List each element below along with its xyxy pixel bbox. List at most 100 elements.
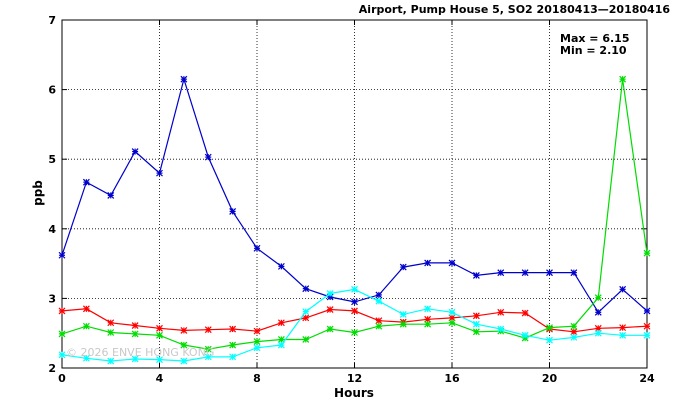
data-point <box>472 320 480 328</box>
data-point <box>82 178 90 186</box>
data-point <box>204 345 212 353</box>
data-point <box>424 320 432 328</box>
data-point <box>497 325 505 333</box>
data-point <box>107 191 115 199</box>
data-point <box>277 262 285 270</box>
series-line <box>61 77 648 314</box>
data-point <box>570 328 578 336</box>
data-point <box>277 319 285 327</box>
data-point <box>643 249 651 257</box>
series-group <box>58 75 651 365</box>
data-point <box>107 357 115 365</box>
data-point <box>448 314 456 322</box>
data-point <box>204 353 212 361</box>
data-point <box>131 355 139 363</box>
data-point <box>619 285 627 293</box>
data-point <box>277 341 285 349</box>
data-point <box>180 357 188 365</box>
y-tick-label: 7 <box>48 14 56 27</box>
data-point <box>253 338 261 345</box>
x-tick-label: 12 <box>347 372 362 385</box>
axis-ticks: 0 4 8 12 16 20 24 2 3 4 5 6 7 <box>48 14 655 385</box>
data-point <box>472 312 480 320</box>
data-point <box>375 317 383 325</box>
x-tick-label: 24 <box>639 372 655 385</box>
data-point <box>424 259 432 267</box>
data-point <box>619 324 627 332</box>
data-point <box>131 330 139 338</box>
data-point <box>472 328 480 336</box>
data-point <box>399 310 407 318</box>
data-point <box>82 354 90 362</box>
x-axis-title: Hours <box>334 386 374 400</box>
data-point <box>156 169 163 177</box>
data-point <box>229 353 237 361</box>
data-point <box>326 306 334 313</box>
data-point <box>497 269 505 277</box>
data-point <box>302 314 310 322</box>
y-tick-label: 6 <box>48 84 56 97</box>
data-point <box>594 308 602 316</box>
data-point <box>424 305 432 313</box>
data-point <box>521 331 529 339</box>
data-point <box>302 308 310 316</box>
data-point <box>448 319 456 327</box>
data-point <box>570 322 578 330</box>
data-point <box>375 291 383 299</box>
data-point <box>302 285 310 293</box>
y-tick-label: 5 <box>48 153 56 166</box>
data-point <box>351 329 358 336</box>
series-1 <box>58 75 651 316</box>
data-point <box>594 329 602 337</box>
chart-title: Airport, Pump House 5, SO2 20180413—2018… <box>359 3 671 16</box>
data-point <box>156 324 163 332</box>
max-annotation: Max = 6.15 <box>560 32 629 45</box>
x-tick-label: 4 <box>156 372 164 385</box>
data-point <box>375 297 383 305</box>
data-point <box>180 341 188 349</box>
data-point <box>375 322 383 330</box>
data-point <box>619 331 627 339</box>
data-point <box>180 326 188 334</box>
watermark: © 2026 ENVE HONG KONG <box>66 346 214 359</box>
series-3 <box>58 75 651 353</box>
data-point <box>156 356 163 364</box>
y-tick-label: 2 <box>48 362 56 375</box>
x-tick-label: 0 <box>58 372 66 385</box>
data-point <box>570 333 578 341</box>
data-point <box>156 331 163 339</box>
data-point <box>448 259 456 267</box>
data-point <box>229 341 237 349</box>
data-point <box>399 263 407 271</box>
data-point <box>643 307 651 315</box>
data-point <box>82 305 90 313</box>
data-point <box>472 272 480 279</box>
data-point <box>521 269 529 277</box>
x-tick-label: 8 <box>253 372 261 385</box>
data-point <box>82 322 90 330</box>
data-point <box>58 330 66 338</box>
data-point <box>546 324 553 332</box>
series-4 <box>58 285 651 365</box>
data-point <box>570 269 578 277</box>
data-point <box>204 326 212 334</box>
data-point <box>619 75 627 83</box>
y-tick-label: 4 <box>48 223 56 236</box>
data-point <box>448 308 456 316</box>
data-point <box>58 307 66 315</box>
data-point <box>351 285 358 293</box>
data-point <box>107 319 115 327</box>
data-point <box>302 336 310 343</box>
data-point <box>326 290 334 297</box>
data-point <box>643 331 651 339</box>
data-point <box>58 351 66 359</box>
data-point <box>229 325 237 333</box>
min-annotation: Min = 2.10 <box>560 44 627 57</box>
data-point <box>643 322 651 330</box>
y-axis-title: ppb <box>31 180 45 206</box>
y-tick-label: 3 <box>48 292 56 305</box>
data-point <box>131 322 139 329</box>
x-tick-label: 20 <box>542 372 558 385</box>
